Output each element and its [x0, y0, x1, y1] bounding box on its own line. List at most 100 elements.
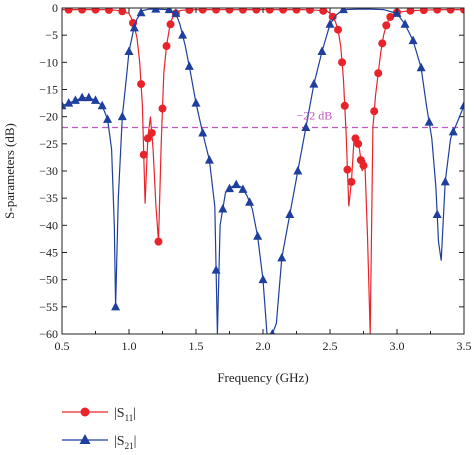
marker-s11 — [198, 8, 207, 14]
y-tick-label: −20 — [39, 110, 58, 124]
marker-s11 — [118, 8, 127, 16]
marker-s21 — [136, 8, 146, 17]
marker-s21 — [111, 301, 121, 311]
y-tick-label: −25 — [39, 137, 58, 151]
y-tick-label: −55 — [39, 300, 58, 314]
marker-s11 — [292, 8, 301, 14]
marker-s11 — [185, 8, 194, 14]
y-tick-label: 0 — [52, 1, 58, 15]
legend-label-end: | — [133, 406, 136, 421]
marker-s21 — [448, 126, 458, 136]
y-tick-label: −35 — [39, 191, 58, 205]
x-axis-label: Frequency (GHz) — [217, 370, 308, 385]
x-tick-label: 3.0 — [390, 339, 405, 353]
marker-s11 — [238, 8, 247, 14]
marker-s21 — [171, 8, 181, 17]
marker-s11 — [64, 8, 73, 14]
marker-s11 — [347, 177, 356, 186]
series-line-s21 — [62, 8, 464, 334]
marker-s21 — [253, 231, 263, 240]
marker-s21 — [317, 46, 327, 55]
x-tick-label: 1.0 — [122, 339, 137, 353]
marker-s11 — [78, 8, 87, 14]
marker-s11 — [359, 161, 368, 170]
marker-s21 — [70, 95, 80, 104]
marker-s11 — [91, 8, 100, 14]
marker-s11 — [343, 165, 352, 174]
marker-s11 — [225, 8, 234, 14]
x-tick-label: 1.5 — [189, 339, 204, 353]
x-tick-label: 2.5 — [323, 339, 338, 353]
y-tick-label: −50 — [39, 273, 58, 287]
marker-s21 — [245, 197, 255, 206]
y-tick-label: −15 — [39, 83, 58, 97]
marker-s21 — [84, 92, 94, 102]
marker-s11 — [419, 8, 428, 15]
marker-s11 — [378, 39, 387, 48]
y-tick-label: −60 — [39, 327, 58, 341]
y-tick-label: −45 — [39, 246, 58, 260]
marker-s21 — [408, 35, 418, 45]
marker-s21 — [225, 183, 234, 193]
marker-s21 — [293, 166, 303, 175]
marker-s11 — [158, 104, 167, 113]
marker-s21 — [231, 179, 241, 189]
marker-s21 — [459, 100, 464, 110]
marker-s21 — [440, 176, 450, 186]
marker-s11 — [354, 139, 363, 148]
y-tick-label: −10 — [39, 55, 58, 69]
legend-marker-s11 — [80, 407, 90, 417]
marker-s11 — [252, 8, 261, 14]
plot-area — [62, 8, 464, 334]
marker-s21 — [285, 209, 295, 218]
y-axis-label: S-parameters (dB) — [2, 123, 17, 219]
marker-s21 — [184, 61, 194, 70]
marker-s21 — [77, 92, 87, 102]
marker-s11 — [147, 128, 156, 137]
legend-label-s21: |S21| — [114, 434, 136, 451]
marker-s21 — [424, 117, 434, 126]
marker-s11 — [382, 21, 391, 30]
marker-s11 — [279, 8, 288, 14]
marker-s21 — [124, 46, 134, 55]
marker-s11 — [305, 8, 314, 14]
marker-s11 — [374, 69, 383, 78]
marker-s21 — [338, 8, 348, 14]
marker-s11 — [370, 107, 379, 116]
marker-s11 — [446, 8, 455, 14]
marker-s11 — [334, 25, 343, 34]
marker-s11 — [137, 80, 146, 89]
marker-s11 — [406, 8, 415, 15]
marker-s21 — [91, 95, 100, 104]
marker-s21 — [129, 22, 139, 32]
marker-s21 — [164, 8, 174, 14]
marker-s11 — [139, 150, 148, 159]
marker-s21 — [204, 155, 214, 164]
y-tick-label: −40 — [39, 218, 58, 232]
y-tick-label: −5 — [45, 28, 58, 42]
x-tick-label: 2.0 — [256, 339, 271, 353]
marker-s21 — [103, 114, 113, 123]
marker-s21 — [416, 62, 426, 72]
marker-s21 — [325, 19, 335, 28]
legend-marker-s21 — [79, 434, 91, 444]
marker-s21 — [277, 252, 287, 262]
marker-s21 — [238, 184, 248, 193]
series-group — [62, 8, 464, 334]
legend: |S11||S21| — [62, 406, 136, 451]
legend-label-main: |S — [114, 434, 125, 449]
marker-s21 — [309, 79, 319, 88]
marker-s21 — [269, 329, 276, 334]
marker-s11 — [386, 12, 395, 21]
marker-s11 — [338, 58, 347, 67]
legend-label-subscript: 21 — [125, 441, 134, 451]
marker-s21 — [198, 127, 208, 137]
legend-label-s11: |S11| — [114, 406, 136, 423]
legend-label-subscript: 11 — [125, 413, 134, 423]
marker-s21 — [151, 8, 161, 13]
marker-s11 — [328, 12, 337, 21]
marker-s21 — [64, 98, 74, 107]
legend-label-main: |S — [114, 406, 125, 421]
legend-label-end: | — [134, 434, 137, 449]
